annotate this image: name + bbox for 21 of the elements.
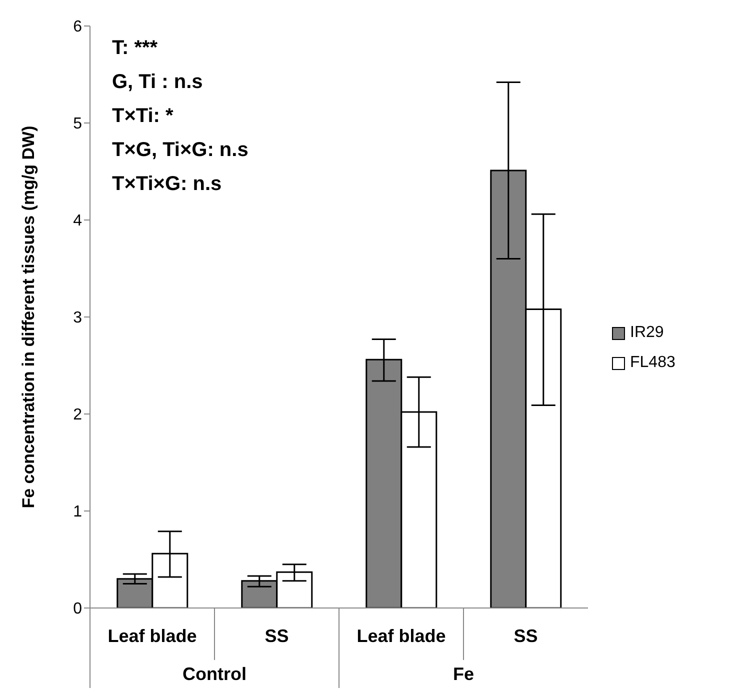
x-tick-label: Leaf blade bbox=[356, 626, 446, 646]
x-tick-label: SS bbox=[264, 626, 289, 646]
y-tick-label: 0 bbox=[73, 600, 82, 618]
text: Control bbox=[182, 664, 246, 684]
legend-label: FL483 bbox=[630, 354, 676, 372]
text: Fe bbox=[452, 664, 474, 684]
y-tick-label: 4 bbox=[73, 212, 82, 230]
x-tick-label: Leaf blade bbox=[108, 626, 197, 646]
annotation: G, Ti : n.s bbox=[112, 71, 203, 93]
y-tick-label: 6 bbox=[73, 18, 82, 36]
y-tick-label: 2 bbox=[73, 406, 82, 424]
legend-label: IR29 bbox=[630, 324, 664, 342]
x-tick-label: SS bbox=[514, 626, 538, 646]
annotation: T×G, Ti×G: n.s bbox=[112, 139, 248, 161]
y-tick-label: 3 bbox=[73, 310, 82, 327]
y-tick-label: 5 bbox=[73, 116, 82, 133]
y-tick-label: 1 bbox=[73, 504, 82, 521]
annotation: T: *** bbox=[112, 37, 158, 59]
annotation: T×Ti×G: n.s bbox=[112, 173, 222, 195]
annotation: T×Ti: * bbox=[112, 105, 174, 127]
y-axis-title: Fe concentration in different tissues (mg/g DW) bbox=[19, 126, 38, 508]
